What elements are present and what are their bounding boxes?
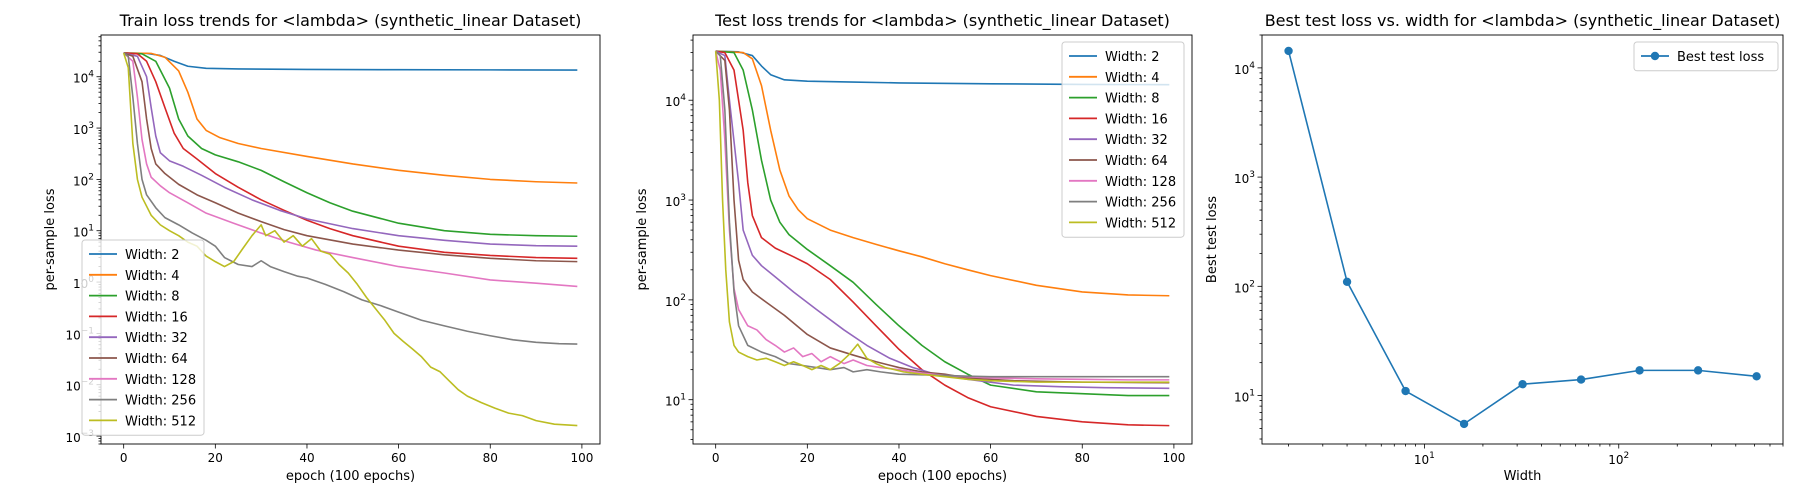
y-tick-label: 102 [1234, 279, 1255, 295]
y-axis-label: per-sample loss [635, 188, 650, 290]
series-line [715, 50, 1170, 297]
x-tick-label: 40 [891, 451, 906, 465]
series-line [715, 50, 1170, 427]
y-tick-label: 101 [665, 393, 686, 409]
series-line [1287, 50, 1757, 425]
legend-label: Best test loss [1677, 50, 1764, 65]
series-line [123, 52, 578, 238]
data-point [1635, 366, 1644, 375]
series-line [123, 52, 578, 184]
series-group [714, 50, 1170, 427]
legend-marker [1650, 51, 1660, 61]
x-axis-label: epoch (100 epochs) [878, 469, 1007, 484]
legend-label: Width: 256 [125, 394, 196, 409]
y-tick-label: 103 [665, 193, 686, 209]
y-axis-label: per-sample loss [43, 188, 58, 290]
legend-label: Width: 64 [1105, 154, 1168, 169]
series-line [123, 52, 578, 345]
legend-box [1061, 41, 1185, 238]
series-group [1284, 46, 1761, 429]
x-tick-label: 60 [983, 451, 998, 465]
x-tick-label: 80 [483, 451, 498, 465]
data-point [1752, 372, 1761, 381]
series-line [123, 52, 578, 71]
data-point [1284, 46, 1293, 56]
series-line [122, 52, 578, 427]
series-line [715, 50, 1170, 86]
chart-title: Train loss trends for <lambda> (syntheti… [119, 11, 582, 31]
legend-label: Width: 16 [125, 310, 188, 325]
series-line [715, 50, 1170, 397]
legend-label: Width: 2 [125, 248, 180, 263]
series-line [715, 50, 1170, 384]
x-tick-label: 0 [120, 451, 128, 465]
series-line [123, 52, 578, 247]
legend-label: Width: 2 [1105, 50, 1160, 65]
y-tick-label: 102 [665, 293, 686, 309]
x-tick-label: 100 [570, 451, 593, 465]
y-tick-label: 104 [73, 70, 94, 86]
y-tick-label: 104 [1234, 61, 1255, 77]
legend: Best test loss [1633, 41, 1779, 72]
y-tick-label: 103 [73, 121, 94, 137]
y-tick-label: 103 [1234, 170, 1255, 186]
y-tick-label: 104 [665, 93, 686, 109]
legend: Width: 2 Width: 4 Width: 8 Width: 16 Width: … [81, 239, 205, 436]
chart-title: Test loss trends for <lambda> (synthetic… [714, 11, 1170, 31]
legend-label: Width: 16 [1105, 112, 1168, 127]
x-tick-label: 0 [712, 451, 720, 465]
y-axis-label: Best test loss [1205, 196, 1220, 283]
x-tick-label: 40 [299, 451, 314, 465]
x-tick-label: 20 [800, 451, 815, 465]
legend-label: Width: 8 [1105, 92, 1160, 107]
series-line [123, 52, 578, 263]
series-group [122, 52, 578, 427]
y-tick-label: 101 [1234, 389, 1255, 405]
data-point [1342, 277, 1352, 286]
legend-label: Width: 512 [125, 414, 196, 429]
data-point [1401, 386, 1410, 396]
x-tick-label: 20 [208, 451, 223, 465]
x-tick-label: 102 [1608, 451, 1629, 467]
legend-label: Width: 32 [1105, 133, 1168, 148]
legend-label: Width: 4 [125, 269, 180, 284]
legend-label: Width: 32 [125, 331, 188, 346]
y-tick-label: 102 [73, 172, 94, 188]
legend-label: Width: 128 [125, 373, 196, 388]
legend-box [1633, 41, 1779, 72]
data-point [1518, 380, 1527, 389]
chart-panel-1: Train loss trends for <lambda> (syntheti… [43, 11, 601, 484]
data-point [1459, 419, 1469, 429]
legend: Width: 2 Width: 4 Width: 8 Width: 16 Width: … [1061, 41, 1185, 238]
legend-box [81, 239, 205, 436]
x-tick-label: 80 [1075, 451, 1090, 465]
legend-label: Width: 64 [125, 352, 188, 367]
y-tick-label: 101 [73, 224, 94, 240]
x-tick-label: 100 [1162, 451, 1185, 465]
series-line [714, 51, 1170, 383]
series-line [715, 50, 1170, 378]
chart-title: Best test loss vs. width for <lambda> (s… [1265, 11, 1781, 31]
x-axis-label: epoch (100 epochs) [286, 469, 415, 484]
x-tick-label: 101 [1414, 451, 1435, 467]
legend-label: Width: 128 [1105, 175, 1176, 190]
series-line [715, 50, 1170, 390]
plot-frame [1261, 34, 1784, 445]
legend-label: Width: 8 [125, 290, 180, 305]
data-point [1576, 375, 1586, 384]
x-axis-label: Width [1504, 469, 1542, 484]
legend-label: Width: 512 [1105, 216, 1176, 231]
series-line [123, 52, 578, 288]
series-line [123, 52, 578, 260]
chart-panel-2: Test loss trends for <lambda> (synthetic… [635, 11, 1193, 484]
chart-panel-3: Best test loss vs. width for <lambda> (s… [1205, 11, 1784, 484]
x-tick-label: 60 [391, 451, 406, 465]
legend-label: Width: 256 [1105, 196, 1176, 211]
plot-frame [692, 34, 1193, 445]
legend-label: Width: 4 [1105, 71, 1160, 86]
data-point [1693, 366, 1703, 375]
